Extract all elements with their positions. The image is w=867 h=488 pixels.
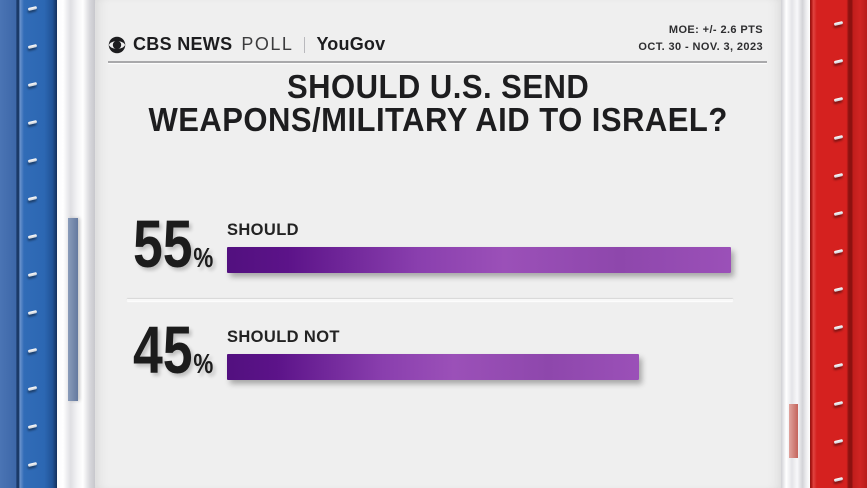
moe-line: MOE: +/- 2.6 PTS [668,24,763,36]
staple-mark [833,134,844,141]
row-divider [127,299,733,302]
staple-mark [833,400,844,407]
cbs-eye-icon [108,36,126,53]
percent-sign: % [193,242,214,273]
staple-mark [833,248,844,255]
staple-mark [833,324,844,331]
staple-mark [27,5,38,12]
red-accent-bar [789,404,798,458]
staple-mark [833,438,844,445]
percent-sign: % [193,348,214,380]
staple-mark [27,195,38,202]
staple-mark [27,423,38,430]
brand-row: CBS NEWS POLL YouGov [108,34,385,55]
bar-should [227,247,731,274]
right-page-edge [781,0,810,488]
yougov-label: YouGov [316,34,386,54]
bar-track-should-not: SHOULD NOT [227,327,731,380]
staple-mark [833,20,844,27]
value-should: 55% [133,207,214,282]
staple-mark [27,157,38,164]
header-rule [108,61,767,63]
blue-accent-bar [68,218,78,401]
staple-mark [27,385,38,392]
staple-mark [27,271,38,278]
bar-chart: 55% SHOULD 45% SHOULD NOT [95,207,781,389]
staple-mark [27,309,38,316]
staple-mark [833,210,844,217]
cbs-news-label: CBS NEWS [133,34,233,54]
bar-track-should: SHOULD [227,220,731,274]
bar-label-should: SHOULD [227,220,299,240]
poll-title: SHOULD U.S. SEND WEAPONS/MILITARY AID TO… [95,70,781,136]
title-line1: SHOULD U.S. SEND [286,68,590,105]
bar-should-not [227,353,640,380]
bar-row-should-not: 45% SHOULD NOT [133,313,781,389]
staple-mark [27,347,38,354]
bar-row-should: 55% SHOULD [133,207,781,282]
poll-label: POLL [241,34,294,54]
staple-mark [833,286,844,293]
title-line2: WEAPONS/MILITARY AID TO ISRAEL? [148,101,728,138]
date-line: OCT. 30 - NOV. 3, 2023 [638,40,763,53]
staple-mark [833,96,844,103]
red-book-edge [810,0,867,488]
brand-divider [304,36,306,53]
staple-mark [27,81,38,88]
bar-label-should-not: SHOULD NOT [227,326,340,346]
blue-book-edge [0,0,57,488]
staple-mark [27,43,38,50]
staple-mark [27,233,38,240]
staple-mark [833,476,844,483]
staple-mark [833,58,844,65]
staple-mark [27,119,38,126]
staple-mark [833,172,844,179]
value-should-not: 45% [133,313,214,389]
poll-card: CBS NEWS POLL YouGov MOE: +/- 2.6 PTS OC… [95,0,781,488]
left-page-edge [57,0,95,488]
staple-mark [833,362,844,369]
card-header: CBS NEWS POLL YouGov MOE: +/- 2.6 PTS OC… [95,0,781,55]
moe-block: MOE: +/- 2.6 PTS OCT. 30 - NOV. 3, 2023 [638,22,763,55]
staple-mark [27,461,38,468]
